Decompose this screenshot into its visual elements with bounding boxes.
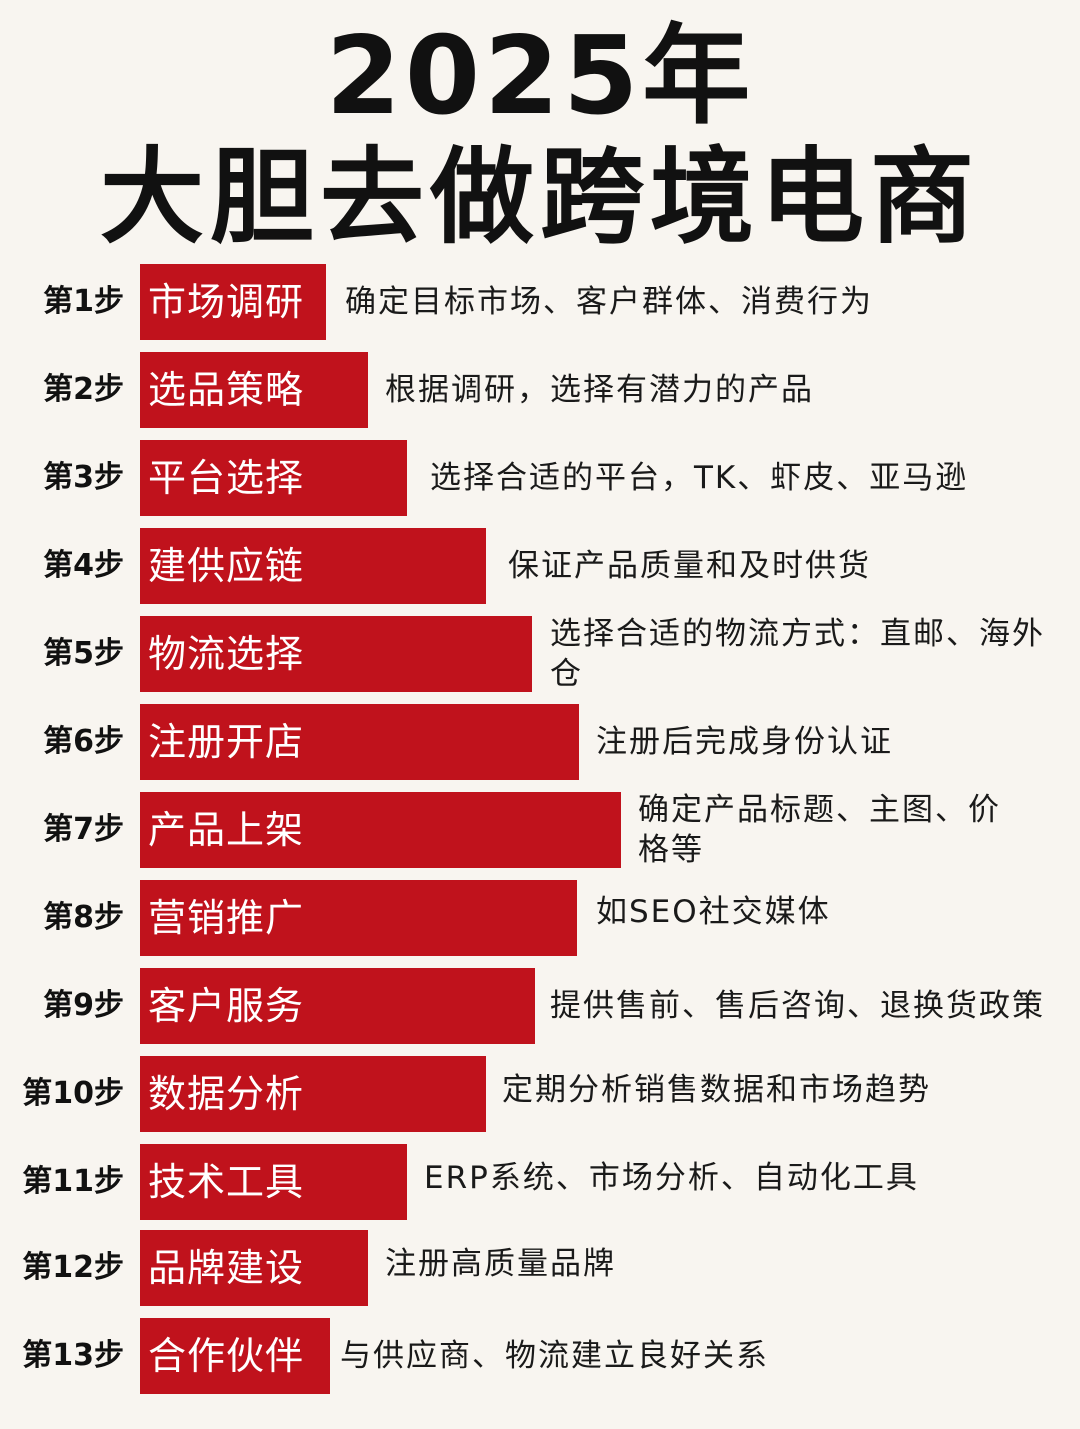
step-desc: 提供售前、售后咨询、退换货政策 [550, 968, 1070, 1044]
step-label: 第11步 [22, 1164, 124, 1199]
step-name: 选品策略 [148, 368, 305, 412]
step-bar: 选品策略 [140, 352, 368, 428]
step-label: 第10步 [22, 1076, 124, 1111]
step-name: 产品上架 [148, 808, 305, 852]
step-desc-text: 根据调研，选择有潜力的产品 [385, 372, 814, 408]
step-label: 第9步 [43, 988, 124, 1023]
step-name: 物流选择 [148, 632, 305, 676]
step-label: 第5步 [43, 636, 124, 671]
step-row-4: 第4步 建供应链 保证产品质量和及时供货 [0, 528, 1080, 604]
step-name: 品牌建设 [148, 1246, 305, 1290]
step-label: 第2步 [43, 372, 124, 407]
step-row-12: 第12步 品牌建设 注册高质量品牌 [0, 1230, 1080, 1306]
step-desc-text: 确定目标市场、客户群体、消费行为 [345, 284, 873, 320]
step-desc: 与供应商、物流建立良好关系 [340, 1318, 1060, 1394]
step-row-2: 第2步 选品策略 根据调研，选择有潜力的产品 [0, 352, 1080, 428]
step-desc: 选择合适的物流方式：直邮、海外仓 [550, 616, 1070, 692]
step-row-6: 第6步 注册开店 注册后完成身份认证 [0, 704, 1080, 780]
step-desc: 选择合适的平台，TK、虾皮、亚马逊 [430, 440, 1070, 516]
step-desc: 注册后完成身份认证 [596, 704, 1066, 780]
step-bar: 品牌建设 [140, 1230, 368, 1306]
step-bar: 注册开店 [140, 704, 579, 780]
step-name: 营销推广 [148, 896, 305, 940]
step-label: 第12步 [22, 1250, 124, 1285]
step-desc-text: 与供应商、物流建立良好关系 [340, 1338, 769, 1374]
step-label: 第8步 [43, 900, 124, 935]
step-bar: 产品上架 [140, 792, 621, 868]
step-bar: 平台选择 [140, 440, 407, 516]
step-desc-text: 选择合适的平台，TK、虾皮、亚马逊 [430, 460, 969, 496]
step-label: 第3步 [43, 460, 124, 495]
step-name: 技术工具 [148, 1160, 305, 1204]
step-desc: ERP系统、市场分析、自动化工具 [424, 1144, 1064, 1220]
step-name: 市场调研 [148, 280, 305, 324]
step-desc-text: 注册后完成身份认证 [596, 724, 893, 760]
step-row-3: 第3步 平台选择 选择合适的平台，TK、虾皮、亚马逊 [0, 440, 1080, 516]
step-bar: 市场调研 [140, 264, 326, 340]
step-label: 第7步 [43, 812, 124, 847]
step-desc: 定期分析销售数据和市场趋势 [502, 1056, 1072, 1132]
step-row-11: 第11步 技术工具 ERP系统、市场分析、自动化工具 [0, 1144, 1080, 1220]
title-year: 2025年 [325, 14, 755, 139]
step-label: 第1步 [43, 284, 124, 319]
step-bar: 技术工具 [140, 1144, 407, 1220]
step-desc: 确定产品标题、主图、价格等 [638, 792, 1018, 868]
step-name: 平台选择 [148, 456, 305, 500]
step-desc: 保证产品质量和及时供货 [508, 528, 1068, 604]
step-desc-text: ERP系统、市场分析、自动化工具 [424, 1160, 919, 1196]
step-bar: 合作伙伴 [140, 1318, 330, 1394]
step-bar: 建供应链 [140, 528, 486, 604]
step-desc-text: 保证产品质量和及时供货 [508, 548, 871, 584]
step-name: 数据分析 [148, 1072, 305, 1116]
step-row-5: 第5步 物流选择 选择合适的物流方式：直邮、海外仓 [0, 616, 1080, 692]
step-name: 注册开店 [148, 720, 305, 764]
title-main: 大胆去做跨境电商 [99, 136, 980, 258]
step-row-1: 第1步 市场调研 确定目标市场、客户群体、消费行为 [0, 264, 1080, 340]
step-desc: 注册高质量品牌 [385, 1230, 1065, 1306]
step-desc-text: 定期分析销售数据和市场趋势 [502, 1072, 931, 1108]
step-desc-text: 确定产品标题、主图、价格等 [638, 792, 1001, 868]
step-bar: 物流选择 [140, 616, 532, 692]
step-bar: 客户服务 [140, 968, 535, 1044]
step-label: 第13步 [22, 1338, 124, 1373]
step-bar: 数据分析 [140, 1056, 486, 1132]
step-desc: 根据调研，选择有潜力的产品 [385, 352, 1065, 428]
step-name: 合作伙伴 [148, 1334, 305, 1378]
step-row-13: 第13步 合作伙伴 与供应商、物流建立良好关系 [0, 1318, 1080, 1394]
step-row-7: 第7步 产品上架 确定产品标题、主图、价格等 [0, 792, 1080, 868]
step-bar: 营销推广 [140, 880, 577, 956]
step-desc: 确定目标市场、客户群体、消费行为 [345, 264, 1055, 340]
step-desc-text: 注册高质量品牌 [385, 1246, 616, 1282]
step-label: 第4步 [43, 548, 124, 583]
step-desc-text: 如SEO社交媒体 [596, 894, 831, 930]
step-label: 第6步 [43, 724, 124, 759]
step-name: 客户服务 [148, 984, 305, 1028]
step-desc-text: 提供售前、售后咨询、退换货政策 [550, 988, 1045, 1024]
step-desc-text: 选择合适的物流方式：直邮、海外仓 [550, 616, 1045, 692]
step-row-8: 第8步 营销推广 如SEO社交媒体 [0, 880, 1080, 956]
step-name: 建供应链 [148, 544, 305, 588]
step-desc: 如SEO社交媒体 [596, 880, 1066, 956]
step-row-9: 第9步 客户服务 提供售前、售后咨询、退换货政策 [0, 968, 1080, 1044]
step-row-10: 第10步 数据分析 定期分析销售数据和市场趋势 [0, 1056, 1080, 1132]
